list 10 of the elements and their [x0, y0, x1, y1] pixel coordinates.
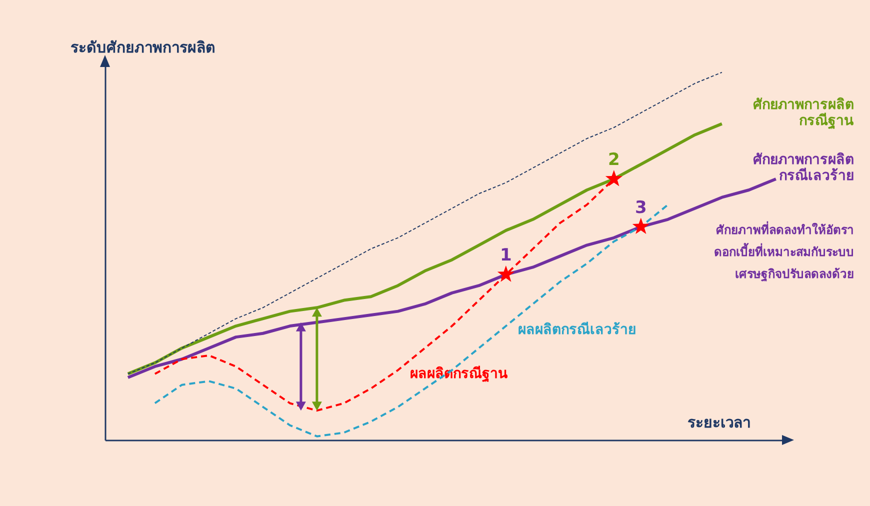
y-axis-title: ระดับศักยภาพการผลิต [70, 38, 216, 56]
series-label: ผลผลิตกรณีเลวร้าย [518, 322, 636, 338]
series-label: ศักยภาพการผลิต กรณีเลวร้าย [753, 152, 854, 184]
text: ศักยภาพการผลิต กรณีฐาน [753, 96, 854, 130]
x-axis-title: ระยะเวลา [688, 414, 750, 432]
annotation: 2 [608, 150, 620, 170]
annotation: ศักยภาพที่ลดลงทำให้อัตรา ดอกเบี้ยที่เหมาะสมกับระบบ เศรษฐกิจปรับลดลงด้วย [714, 221, 854, 282]
annotation: 1 [500, 246, 512, 266]
annotation: 3 [634, 198, 647, 218]
series-label: ผลผลิตกรณีฐาน [410, 366, 508, 384]
